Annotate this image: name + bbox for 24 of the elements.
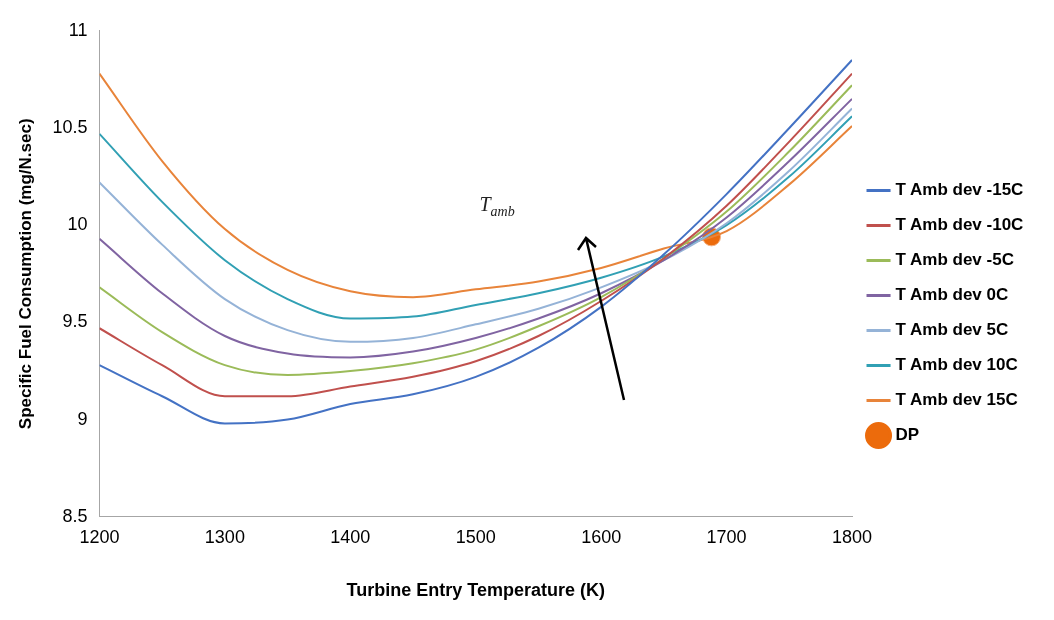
legend-label: T Amb dev 15C: [895, 390, 1018, 410]
y-tick-label: 9.5: [62, 311, 88, 332]
y-tick-label: 10: [67, 214, 88, 235]
y-tick-label: 10.5: [52, 116, 88, 137]
y-tick-label: 9: [77, 408, 88, 429]
x-tick-label: 1700: [706, 526, 747, 547]
legend-label: T Amb dev -5C: [895, 250, 1014, 270]
y-axis-title: Specific Fuel Consumption (mg/N.sec): [15, 118, 35, 430]
legend-label: T Amb dev 0C: [895, 285, 1009, 305]
y-tick-label: 8.5: [62, 505, 88, 526]
x-tick-label: 1500: [455, 526, 496, 547]
x-tick-label: 1400: [330, 526, 371, 547]
legend-label: DP: [895, 425, 920, 445]
legend-label: T Amb dev 5C: [895, 320, 1009, 340]
line-series: [99, 72, 853, 299]
legend-label: T Amb dev -15C: [895, 180, 1024, 200]
y-tick-label: 11: [68, 19, 88, 40]
x-axis-title: Turbine Entry Temperature (K): [346, 580, 605, 601]
x-tick-label: 1300: [204, 526, 245, 547]
legend-label: T Amb dev -10C: [895, 215, 1024, 235]
x-tick-label: 1200: [79, 526, 120, 547]
x-tick-label: 1800: [832, 526, 873, 547]
x-tick-label: 1600: [581, 526, 622, 547]
legend-label: T Amb dev 10C: [895, 355, 1018, 375]
